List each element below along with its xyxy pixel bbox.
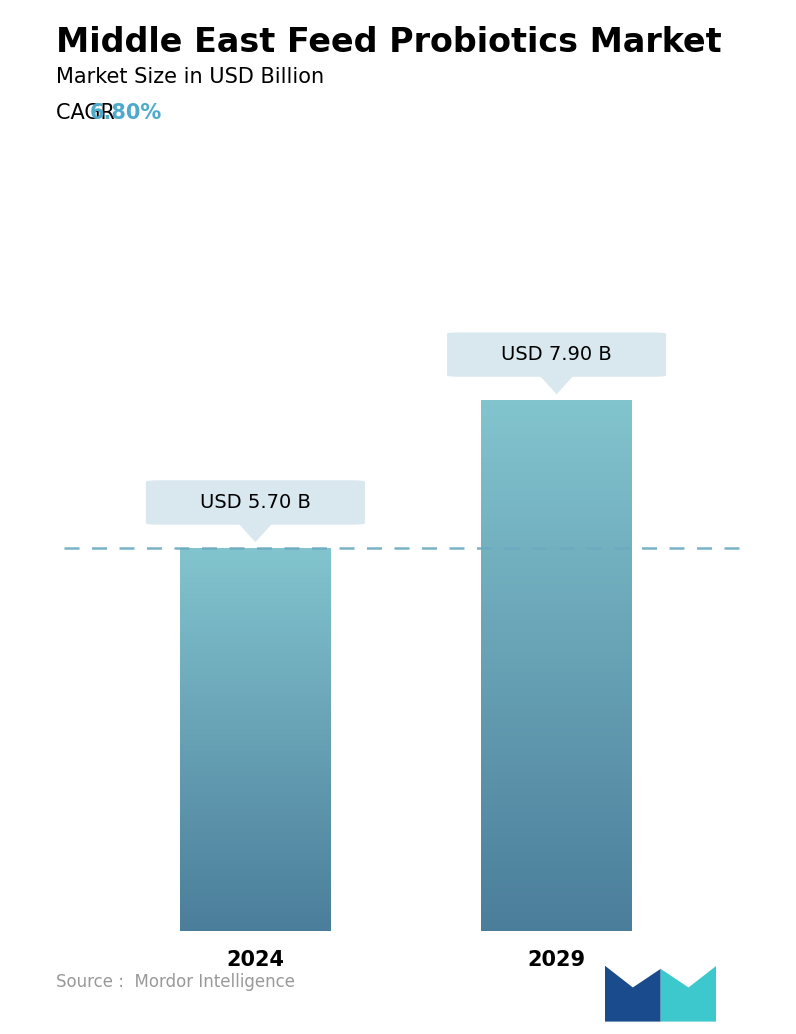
- Text: CAGR: CAGR: [56, 103, 121, 123]
- Text: 6.80%: 6.80%: [90, 103, 162, 123]
- FancyBboxPatch shape: [146, 480, 365, 524]
- Text: USD 5.70 B: USD 5.70 B: [200, 493, 310, 512]
- Polygon shape: [605, 966, 661, 1022]
- Text: Market Size in USD Billion: Market Size in USD Billion: [56, 67, 324, 87]
- Polygon shape: [238, 523, 272, 542]
- FancyBboxPatch shape: [447, 332, 666, 376]
- Text: Middle East Feed Probiotics Market: Middle East Feed Probiotics Market: [56, 26, 721, 59]
- Text: Source :  Mordor Intelligence: Source : Mordor Intelligence: [56, 973, 295, 991]
- Polygon shape: [661, 966, 716, 1022]
- Polygon shape: [540, 375, 574, 394]
- Text: USD 7.90 B: USD 7.90 B: [501, 345, 612, 364]
